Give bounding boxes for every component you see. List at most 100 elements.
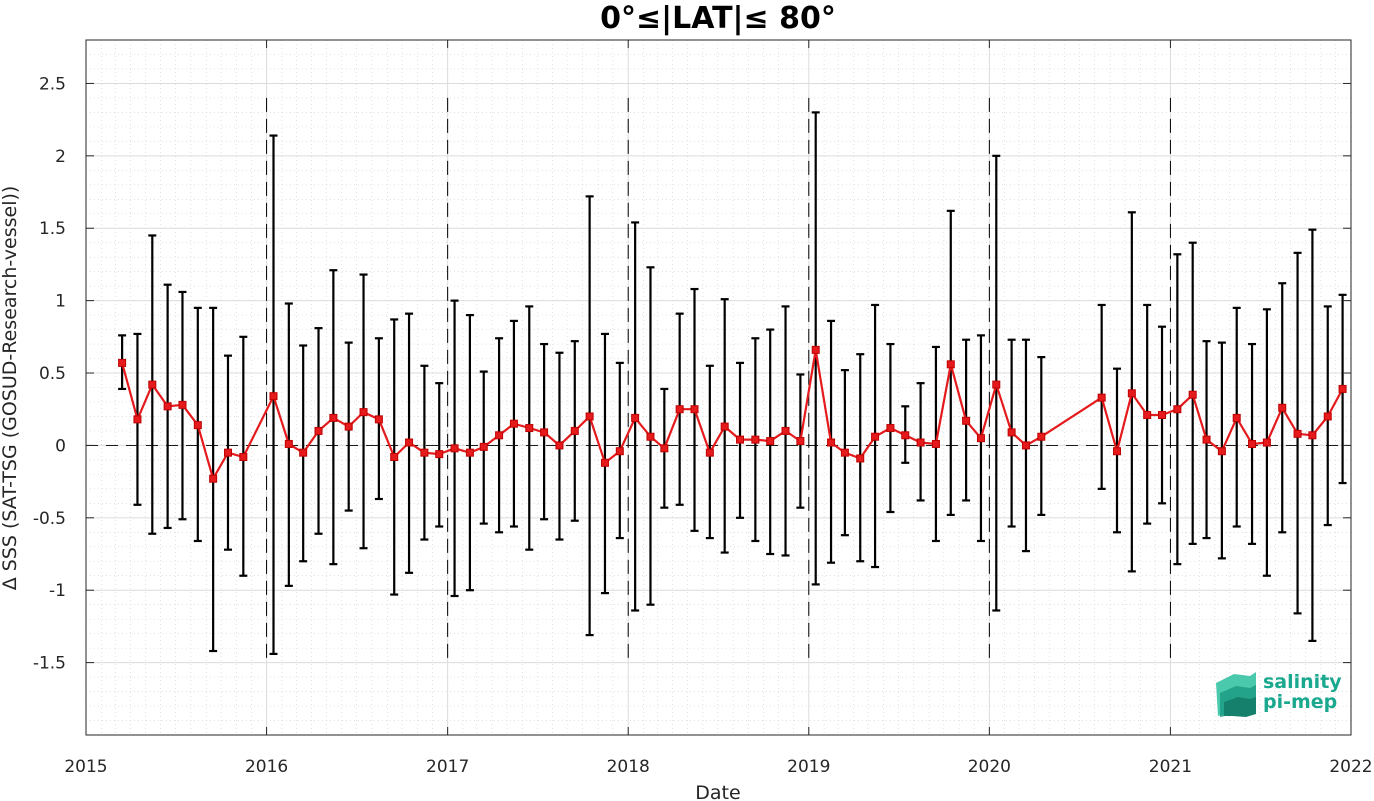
data-point bbox=[1308, 431, 1317, 440]
data-point bbox=[193, 421, 202, 430]
y-tick-label: 2.5 bbox=[39, 74, 66, 94]
data-point bbox=[1338, 384, 1347, 393]
y-axis-label: Δ SSS (SAT-TSG (GOSUD-Research-vessel)) bbox=[0, 186, 21, 591]
data-point bbox=[766, 437, 775, 446]
data-point bbox=[585, 412, 594, 421]
data-point bbox=[901, 431, 910, 440]
data-point bbox=[299, 448, 308, 457]
data-point bbox=[1143, 411, 1152, 420]
chart-title: 0°≤|LAT|≤ 80° bbox=[600, 1, 836, 36]
data-point bbox=[976, 434, 985, 443]
data-point bbox=[720, 422, 729, 431]
data-point bbox=[314, 426, 323, 435]
data-point bbox=[405, 438, 414, 447]
data-point bbox=[811, 345, 820, 354]
data-point bbox=[239, 453, 248, 461]
data-point bbox=[705, 448, 714, 457]
data-point bbox=[148, 380, 157, 389]
data-point bbox=[269, 392, 278, 401]
y-tick-labels: -1.5 -1 -0.5 0 0.5 1 1.5 2 2.5 bbox=[33, 74, 66, 673]
data-point bbox=[435, 450, 444, 459]
axis-ticks bbox=[85, 40, 1352, 735]
data-point bbox=[931, 439, 940, 448]
x-axis-label: Date bbox=[695, 782, 740, 801]
data-point bbox=[479, 442, 488, 451]
data-point bbox=[946, 360, 955, 369]
data-point bbox=[736, 435, 745, 444]
data-point bbox=[886, 424, 895, 433]
logo-text-line2: pi-mep bbox=[1263, 691, 1337, 713]
data-point bbox=[615, 447, 624, 456]
data-point bbox=[540, 428, 549, 437]
x-tick-label: 2020 bbox=[968, 757, 1011, 777]
minor-grid bbox=[86, 40, 1351, 735]
data-point bbox=[1248, 439, 1257, 448]
data-point bbox=[796, 437, 805, 446]
data-point bbox=[1097, 393, 1106, 402]
axes-box bbox=[85, 39, 1352, 736]
data-point bbox=[495, 431, 504, 440]
x-tick-label: 2017 bbox=[426, 757, 469, 777]
data-point bbox=[631, 413, 640, 422]
data-point bbox=[1127, 389, 1136, 398]
data-point bbox=[344, 422, 353, 431]
data-point bbox=[1217, 447, 1226, 456]
data-point bbox=[570, 426, 579, 435]
series-markers bbox=[118, 345, 1347, 483]
x-tick-label: 2015 bbox=[64, 757, 107, 777]
x-tick-label: 2016 bbox=[245, 757, 288, 777]
data-point bbox=[133, 415, 142, 424]
data-point bbox=[163, 402, 172, 411]
salinity-pimep-logo: salinity pi-mep bbox=[1216, 671, 1342, 717]
y-tick-label: -0.5 bbox=[33, 509, 66, 529]
data-point bbox=[420, 448, 429, 457]
logo-text-line1: salinity bbox=[1263, 671, 1342, 693]
data-point bbox=[1202, 435, 1211, 444]
x-tick-labels: 2015 2016 2017 2018 2019 2020 2021 2022 bbox=[64, 757, 1372, 777]
data-point bbox=[178, 400, 187, 409]
data-point bbox=[465, 448, 474, 457]
data-point bbox=[992, 380, 1001, 389]
data-point bbox=[509, 419, 518, 428]
data-point bbox=[1037, 432, 1046, 441]
y-tick-label: 0 bbox=[55, 436, 66, 456]
data-point bbox=[856, 454, 865, 463]
data-point bbox=[450, 444, 459, 453]
x-tick-label: 2022 bbox=[1329, 757, 1372, 777]
data-point bbox=[1232, 413, 1241, 422]
data-point bbox=[390, 453, 399, 461]
data-point bbox=[751, 435, 760, 444]
y-tick-label: 2 bbox=[55, 147, 66, 167]
data-point bbox=[1278, 403, 1287, 412]
data-point bbox=[916, 438, 925, 447]
data-point bbox=[1158, 411, 1167, 420]
y-tick-label: 1 bbox=[55, 292, 66, 312]
data-point bbox=[374, 415, 383, 424]
data-point bbox=[118, 358, 127, 367]
data-point bbox=[1293, 429, 1302, 438]
data-point bbox=[1323, 412, 1332, 421]
data-point bbox=[840, 448, 849, 457]
data-point bbox=[329, 413, 338, 422]
data-point bbox=[525, 424, 534, 433]
x-tick-label: 2018 bbox=[607, 757, 650, 777]
data-point bbox=[209, 474, 218, 483]
x-tick-label: 2021 bbox=[1149, 757, 1192, 777]
y-tick-label: -1.5 bbox=[33, 654, 66, 674]
data-point bbox=[646, 432, 655, 441]
y-tick-label: 0.5 bbox=[39, 364, 66, 384]
data-point bbox=[359, 408, 368, 417]
data-point bbox=[660, 444, 669, 453]
data-point bbox=[871, 432, 880, 441]
y-tick-label: 1.5 bbox=[39, 219, 66, 239]
wave-logo-icon bbox=[1216, 672, 1256, 717]
y-tick-label: -1 bbox=[49, 581, 66, 601]
data-point bbox=[1007, 428, 1016, 437]
data-point bbox=[600, 458, 609, 467]
data-point bbox=[555, 441, 564, 450]
year-boundary-lines bbox=[266, 97, 1171, 663]
data-point bbox=[962, 416, 971, 425]
data-point bbox=[284, 439, 293, 448]
data-point bbox=[675, 405, 684, 414]
